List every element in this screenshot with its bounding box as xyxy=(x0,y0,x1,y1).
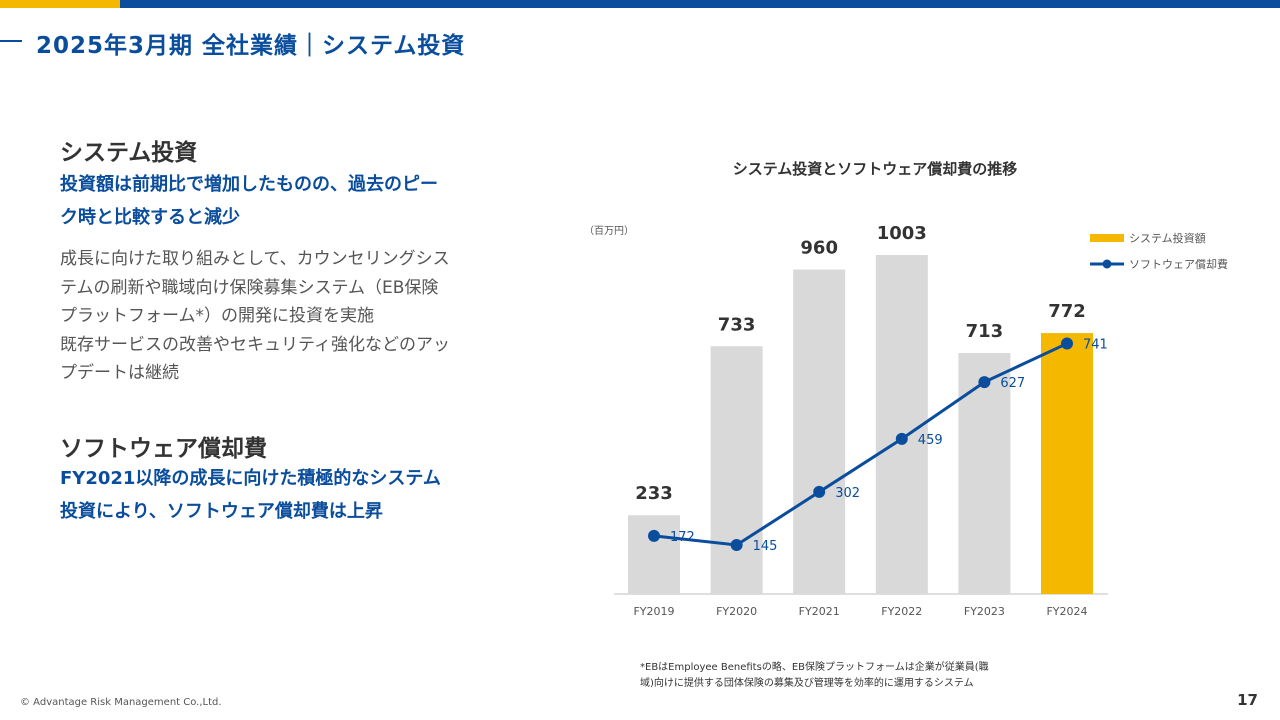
body-line: 成長に向けた取り組みとして、カウンセリングシス xyxy=(60,249,450,269)
amortization-line xyxy=(653,342,1068,547)
legend-swatch-investment xyxy=(1090,234,1124,242)
bar-value-label: 233 xyxy=(635,483,673,504)
x-tick-label: FY2021 xyxy=(799,605,840,618)
amortization-point xyxy=(895,432,908,445)
footnote-line: *EBはEmployee Benefitsの略、EB保険プラットフォームは企業が… xyxy=(640,662,989,673)
body-line: 既存サービスの改善やセキュリティ強化などのアッ xyxy=(60,334,450,355)
x-tick-label: FY2020 xyxy=(716,605,757,618)
body-line: テムの刷新や職域向け保険募集システム（EB保険 xyxy=(60,277,439,298)
bar-value-label: 960 xyxy=(800,238,838,259)
bar-value-label: 713 xyxy=(966,321,1004,342)
amortization-point xyxy=(978,376,991,389)
x-tick-label: FY2022 xyxy=(881,605,922,618)
section-heading-system-investment: システム投資 xyxy=(60,140,198,166)
chart-title: システム投資とソフトウェア償却費の推移 xyxy=(732,160,1018,178)
title-dash xyxy=(0,40,22,42)
section-subheading-software-amortization: FY2021以降の成長に向けた積極的なシステム 投資により、ソフトウェア償却費は… xyxy=(60,462,520,528)
amortization-point xyxy=(1061,337,1073,350)
legend-label-amortization: ソフトウェア償却費 xyxy=(1129,257,1228,271)
copyright: © Advantage Risk Management Co.,Ltd. xyxy=(20,697,222,708)
subheading-line: 投資により、ソフトウェア償却費は上昇 xyxy=(60,501,383,522)
top-accent-bar-highlight xyxy=(0,0,120,8)
bar-fy2022 xyxy=(875,255,928,594)
bar-value-label: 733 xyxy=(718,314,756,335)
bar-fy2021 xyxy=(793,269,846,594)
bar-value-label: 1003 xyxy=(877,223,927,244)
footnote-line: 域)向けに提供する団体保険の募集及び管理等を効率的に運用するシステム xyxy=(640,678,974,689)
unit-label: （百万円） xyxy=(584,225,634,237)
bar-fy2019 xyxy=(628,515,680,594)
section-body-system-investment: 成長に向けた取り組みとして、カウンセリングシス テムの刷新や職域向け保険募集シス… xyxy=(60,245,520,388)
amortization-value-label: 302 xyxy=(835,486,860,501)
subheading-line: FY2021以降の成長に向けた積極的なシステム xyxy=(60,468,441,489)
top-accent-bar xyxy=(0,0,1280,8)
section-heading-software-amortization: ソフトウェア償却費 xyxy=(60,436,267,462)
x-tick-label: FY2019 xyxy=(633,605,674,618)
amortization-point xyxy=(648,529,660,542)
legend-label-investment: システム投資額 xyxy=(1129,231,1206,245)
bar-fy2024 xyxy=(1041,333,1093,594)
body-line: プデートは継続 xyxy=(60,363,179,383)
amortization-point xyxy=(730,538,743,551)
amortization-value-label: 741 xyxy=(1083,338,1108,353)
bar-value-label: 772 xyxy=(1048,301,1086,322)
amortization-point xyxy=(813,485,826,498)
x-tick-label: FY2024 xyxy=(1046,605,1087,618)
subheading-line: 投資額は前期比で増加したものの、過去のピー xyxy=(60,174,438,195)
amortization-value-label: 145 xyxy=(753,539,778,554)
subheading-line: ク時と比較すると減少 xyxy=(60,207,240,228)
x-tick-label: FY2023 xyxy=(964,605,1005,618)
footnote: *EBはEmployee Benefitsの略、EB保険プラットフォームは企業が… xyxy=(640,660,989,692)
amortization-value-label: 627 xyxy=(1000,376,1025,391)
amortization-value-label: 459 xyxy=(918,433,943,448)
body-line: プラットフォーム*）の開発に投資を実施 xyxy=(60,306,374,326)
page-title: 2025年3月期 全社業績｜システム投資 xyxy=(36,33,466,59)
section-subheading-system-investment: 投資額は前期比で増加したものの、過去のピー ク時と比較すると減少 xyxy=(60,168,520,234)
legend-swatch-amortization-dot xyxy=(1102,259,1112,269)
bar-fy2020 xyxy=(710,346,763,594)
page-number: 17 xyxy=(1237,691,1258,709)
amortization-value-label: 172 xyxy=(670,530,695,545)
